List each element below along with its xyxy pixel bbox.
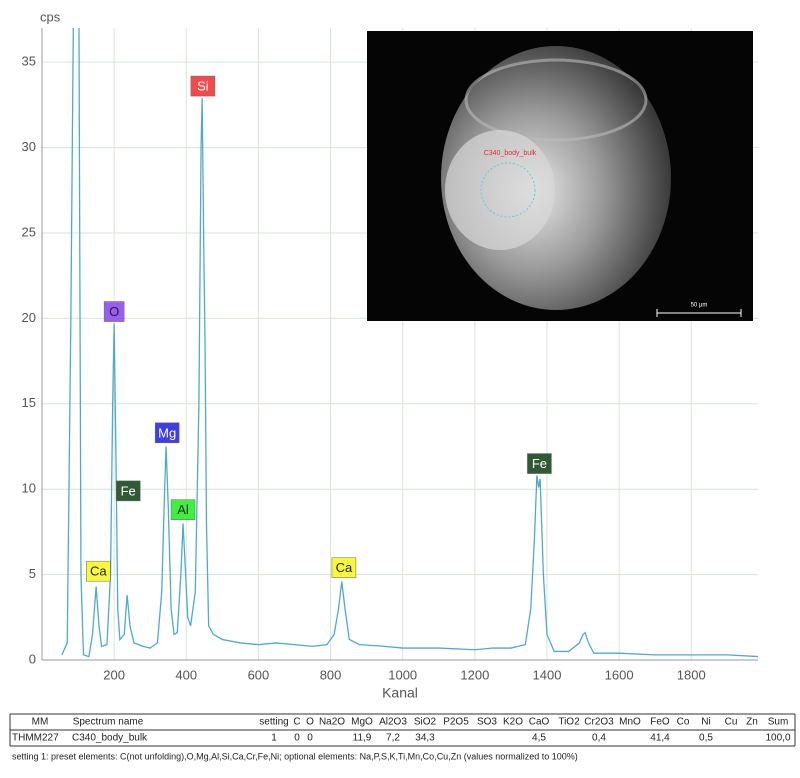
peak-label: O	[109, 304, 119, 319]
table-cell: 41,4	[650, 733, 670, 744]
table-header: Zn	[746, 717, 758, 728]
table-cell: 0,4	[592, 733, 606, 744]
analysis-spot	[480, 162, 536, 218]
peak-label: Si	[197, 79, 209, 94]
peak-label-box	[331, 557, 357, 579]
x-tick-label: 1600	[605, 667, 634, 682]
table-cell: 0	[307, 733, 313, 744]
grain-ridge	[464, 58, 648, 142]
y-tick-label: 35	[22, 54, 36, 69]
peak-label-box	[190, 75, 216, 97]
peak-label-box	[170, 499, 196, 520]
x-tick-label: 200	[103, 667, 125, 682]
table-header: P2O5	[443, 717, 469, 728]
table-header: Al2O3	[379, 717, 407, 728]
y-tick-label: 15	[22, 395, 36, 410]
table-header: Co	[677, 717, 690, 728]
peak-label-box	[527, 453, 552, 474]
spectrum-line	[61, 28, 758, 658]
spot-label: C340_body_bulk	[484, 150, 537, 157]
y-tick-label: 25	[22, 224, 36, 239]
table-cell: 100,0	[765, 733, 790, 744]
table-header: MgO	[351, 717, 373, 728]
y-tick-label: 20	[22, 310, 36, 325]
table-header: O	[306, 717, 314, 728]
x-axis-label: Kanal	[382, 685, 418, 701]
y-tick-label: 10	[22, 481, 36, 496]
footnote: setting 1: preset elements: C(not unfold…	[12, 751, 578, 761]
table-header: Ni	[701, 717, 710, 728]
x-tick-label: 1200	[460, 667, 489, 682]
peak-label: Ca	[336, 560, 353, 575]
table-cell: 0	[294, 733, 300, 744]
table-header: Cr2O3	[584, 717, 614, 728]
table-header: SO3	[477, 717, 497, 728]
table-header: setting	[259, 717, 288, 728]
x-tick-label: 1800	[677, 667, 706, 682]
plot-area	[61, 28, 758, 658]
table-header: MnO	[619, 717, 641, 728]
peak-label-box	[86, 560, 111, 582]
grain-face	[445, 130, 555, 250]
table-header: Sum	[768, 717, 789, 728]
table-header: Cu	[725, 717, 738, 728]
table-header: Spectrum name	[73, 717, 144, 728]
peak-label: Fe	[121, 483, 136, 498]
table-header: SiO2	[414, 717, 437, 728]
y-tick-label: 0	[29, 651, 36, 666]
peak-label: Fe	[532, 456, 547, 471]
table-cell: C340_body_bulk	[72, 733, 148, 744]
table-cell: 0,5	[699, 733, 713, 744]
peak-label-box	[103, 301, 125, 322]
table-header: CaO	[529, 717, 550, 728]
x-tick-label: 1400	[533, 667, 562, 682]
table-header: MM	[32, 717, 49, 728]
peak-label-box	[115, 480, 141, 502]
annotations: Si O Mg Fe Al Ca Ca Fe	[86, 75, 552, 582]
sem-image: C340_body_bulk 50 µm	[367, 31, 753, 321]
table-cell: 11,9	[353, 733, 372, 744]
x-tick-label: 600	[248, 667, 270, 682]
table-header: K2O	[503, 717, 523, 728]
scale-bar-label: 50 µm	[691, 303, 708, 309]
table-cell: 34,3	[415, 733, 435, 744]
table-header: Na2O	[319, 717, 345, 728]
table-header: C	[293, 717, 300, 728]
y-tick-label: 5	[29, 566, 36, 581]
x-tick-label: 800	[320, 667, 342, 682]
table: MM Spectrum name setting C O Na2O MgO Al2O3 SiO2…	[9, 713, 796, 747]
table-cell: 4,5	[532, 733, 546, 744]
peak-label: Al	[177, 502, 189, 517]
table-cell: 7,2	[386, 733, 400, 744]
table-cell: THMM227	[12, 733, 59, 744]
table-header: TiO2	[558, 717, 580, 728]
table-cell: 1	[271, 733, 277, 744]
table-header: FeO	[650, 717, 670, 728]
y-axis-label: cps	[40, 9, 61, 24]
table-cells: MM Spectrum name setting C O Na2O MgO Al2O3 SiO2…	[12, 717, 791, 744]
peak-label: Ca	[90, 564, 107, 579]
peak-label-box	[154, 422, 180, 444]
peak-label: Mg	[158, 425, 176, 440]
x-tick-label: 1000	[388, 667, 417, 682]
x-tick-label: 400	[175, 667, 197, 682]
y-tick-label: 30	[22, 139, 36, 154]
